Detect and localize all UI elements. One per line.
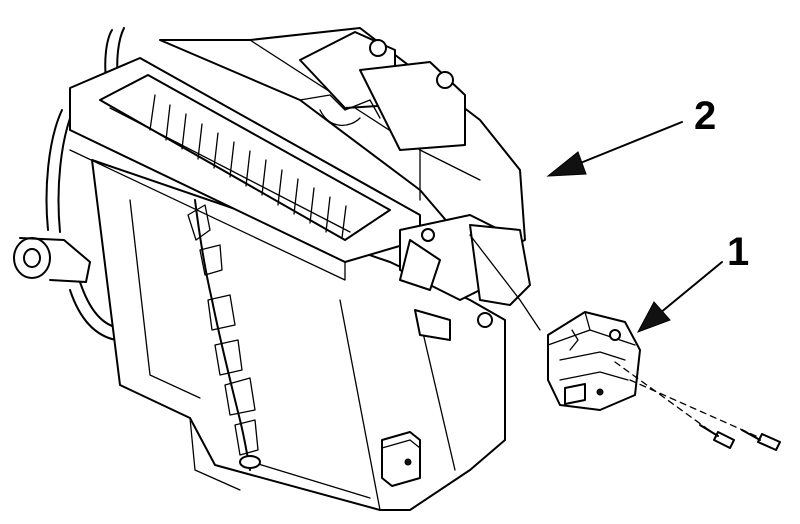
wiring-harness <box>187 199 261 471</box>
actuator-motor <box>547 311 641 411</box>
mounting-screws <box>614 361 781 451</box>
housing-connector <box>381 431 421 487</box>
hvac-housing <box>13 27 541 511</box>
leader-arrow-2 <box>546 121 683 177</box>
inlet-grille <box>149 94 347 239</box>
callout-label-2: 2 <box>694 94 717 138</box>
callout-label-1: 1 <box>727 230 750 274</box>
leader-arrow-1 <box>636 261 723 333</box>
